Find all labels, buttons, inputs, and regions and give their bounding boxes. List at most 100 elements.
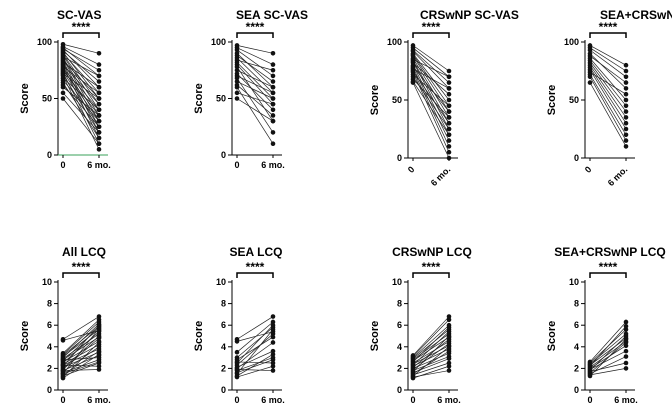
y-tick-label: 50 [569,95,579,105]
paired-line [412,331,450,366]
x-tick-label: 6 mo. [261,160,285,170]
paired-line [412,74,450,107]
paired-line [412,365,450,379]
y-tick-label: 10 [42,277,52,287]
paired-line [62,71,100,127]
data-point-6mo [96,314,102,319]
paired-line [412,61,450,130]
paired-line [412,343,450,370]
data-point-baseline [234,367,240,372]
x-tick-label: 0 [234,160,239,170]
y-tick-label: 0 [574,385,579,395]
data-point-6mo [96,326,102,331]
data-point-6mo [96,51,102,56]
x-tick-label: 6 mo. [437,395,461,405]
data-point-baseline [410,80,416,85]
x-tick-label: 6 mo. [87,395,111,405]
significance-bracket [62,272,100,278]
paired-line [589,356,627,375]
data-point-6mo [96,147,102,152]
panel-all-lcq: All LCQ Score 0 2 4 6 8 10 0 6 mo. **** [19,245,111,405]
data-point-6mo [446,97,452,103]
data-point-6mo [96,335,102,341]
paired-line [62,55,100,110]
data-point-6mo [270,322,276,328]
significance-bracket [589,32,627,38]
data-point-6mo [96,79,102,84]
significance-bracket [236,272,274,278]
x-tick-label: 6 mo. [261,395,285,405]
paired-line [236,98,274,122]
data-point-6mo [270,352,276,357]
y-tick-label: 6 [397,320,402,330]
data-point-6mo [96,355,102,360]
paired-line [589,82,627,147]
data-point-6mo [623,336,629,342]
paired-line [236,49,274,77]
data-point-6mo [446,149,452,155]
significance-label: **** [599,260,618,274]
paired-line [236,361,274,364]
data-point-6mo [446,120,452,126]
data-point-6mo [270,331,276,337]
data-point-6mo [270,348,276,354]
data-point-6mo [96,141,102,146]
y-tick-label: 6 [221,320,226,330]
data-point-6mo [623,132,629,138]
y-tick-label: 0 [221,150,226,160]
y-tick-label: 2 [221,363,226,373]
data-point-6mo [623,120,629,126]
data-point-baseline [60,368,66,373]
data-point-baseline [60,96,66,101]
data-point-6mo [96,96,102,101]
paired-line [236,84,274,116]
y-axis-label: Score [546,321,558,352]
paired-line [236,73,274,111]
paired-line [236,350,274,368]
data-point-baseline [60,90,66,96]
data-point-6mo [623,319,629,325]
data-point-6mo [270,51,276,56]
panel-sc-vas: SC-VAS Score 0 50 100 0 6 mo. **** [19,8,111,170]
y-tick-label: 0 [47,150,52,160]
data-point-6mo [446,317,452,323]
data-point-6mo [623,97,629,103]
data-point-6mo [96,367,102,372]
y-tick-label: 8 [574,299,579,309]
data-point-6mo [270,118,276,124]
paired-line [412,356,450,371]
data-point-baseline [234,84,240,90]
y-tick-label: 0 [221,385,226,395]
data-point-baseline [234,374,240,380]
paired-line [412,54,450,107]
y-tick-label: 100 [211,37,226,47]
paired-line [412,53,450,101]
data-point-6mo [446,115,452,120]
data-point-6mo [270,90,276,96]
data-point-baseline [234,359,240,365]
paired-line [589,350,627,370]
x-tick-label: 0 [410,395,415,405]
paired-line [62,328,100,375]
data-point-6mo [270,360,276,366]
paired-line [236,77,274,133]
x-tick-label: 0 [406,164,417,175]
paired-line [62,369,100,371]
paired-line [412,65,450,135]
y-tick-label: 8 [221,299,226,309]
data-point-6mo [446,68,452,74]
data-point-baseline [60,375,66,381]
significance-bracket [412,32,450,38]
paired-line [62,361,100,375]
data-point-6mo [270,141,276,146]
data-point-6mo [96,135,102,141]
paired-line [236,329,274,375]
data-point-6mo [623,74,629,80]
y-tick-label: 100 [387,37,402,47]
data-point-6mo [446,155,452,161]
paired-line [236,321,274,353]
x-tick-label: 6 mo. [429,164,453,188]
data-point-6mo [623,80,629,85]
data-point-6mo [623,115,629,120]
data-point-6mo [623,91,629,97]
